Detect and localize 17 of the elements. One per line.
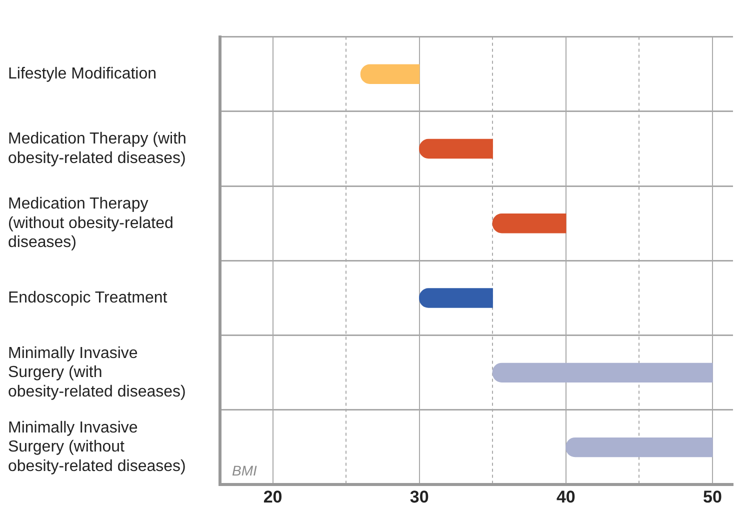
y-tick-label: Minimally Invasive Surgery (with obesity-related diseases) xyxy=(8,344,186,400)
bar xyxy=(492,214,566,234)
bar xyxy=(566,437,713,458)
x-tick-label: 20 xyxy=(263,487,282,506)
x-tick-label: 40 xyxy=(556,487,576,506)
x-axis-title: BMI xyxy=(232,462,257,478)
y-tick-label: Lifestyle Modification xyxy=(8,66,157,83)
x-tick-label: 30 xyxy=(410,487,429,506)
bar xyxy=(419,138,493,159)
x-tick-label: 50 xyxy=(703,487,722,506)
y-tick-label: Medication Therapy (with obesity-related diseases) xyxy=(8,130,186,167)
bar xyxy=(419,288,493,308)
y-tick-label: Minimally Invasive Surgery (without obesity-related diseases) xyxy=(8,419,186,475)
bar xyxy=(360,64,420,84)
bar xyxy=(492,362,713,382)
y-tick-label: Medication Therapy (without obesity-related diseases) xyxy=(8,196,174,251)
y-tick-label: Endoscopic Treatment xyxy=(8,289,168,306)
